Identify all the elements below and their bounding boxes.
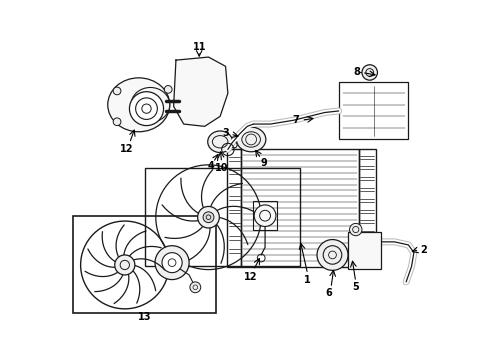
Text: 11: 11 — [193, 42, 206, 52]
Polygon shape — [173, 57, 228, 126]
Bar — [227, 149, 241, 266]
Text: 12: 12 — [245, 271, 258, 282]
Text: 7: 7 — [293, 115, 299, 125]
Bar — [359, 149, 376, 266]
Ellipse shape — [108, 78, 170, 132]
Circle shape — [164, 86, 172, 93]
Circle shape — [317, 239, 348, 270]
Bar — [227, 140, 241, 149]
Text: 3: 3 — [222, 127, 229, 138]
Text: 12: 12 — [121, 144, 134, 154]
Text: 1: 1 — [304, 275, 311, 285]
Bar — [145, 168, 300, 266]
Ellipse shape — [208, 131, 233, 153]
Bar — [73, 216, 216, 313]
Circle shape — [115, 255, 135, 275]
Text: 4: 4 — [207, 161, 214, 171]
Circle shape — [190, 282, 201, 293]
Text: 13: 13 — [138, 311, 152, 321]
Text: 9: 9 — [260, 158, 267, 167]
Circle shape — [349, 223, 362, 236]
Text: 10: 10 — [215, 163, 228, 173]
Ellipse shape — [131, 87, 170, 122]
Bar — [253, 201, 277, 230]
Text: 6: 6 — [325, 288, 332, 298]
Circle shape — [113, 87, 121, 95]
Circle shape — [113, 118, 121, 126]
Circle shape — [162, 253, 182, 273]
Ellipse shape — [236, 127, 266, 152]
Circle shape — [254, 205, 276, 226]
Circle shape — [155, 246, 189, 280]
Bar — [241, 149, 359, 266]
Bar — [348, 232, 381, 269]
Text: 8: 8 — [354, 67, 361, 77]
Circle shape — [197, 206, 220, 228]
Circle shape — [129, 92, 164, 126]
Bar — [339, 82, 409, 139]
Circle shape — [362, 65, 377, 80]
Circle shape — [203, 212, 214, 222]
Text: 2: 2 — [420, 244, 427, 255]
Text: 5: 5 — [352, 282, 359, 292]
